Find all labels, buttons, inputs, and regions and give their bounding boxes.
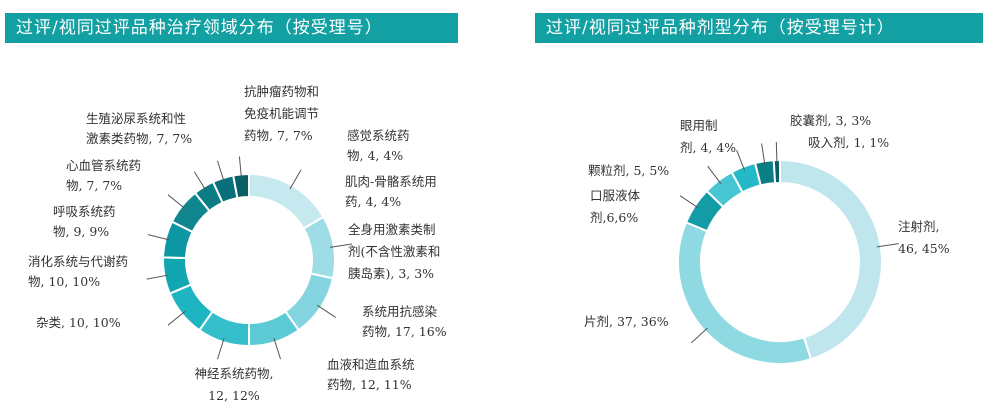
dosage-data-label-1: 片剂, 37, 36% xyxy=(584,314,669,329)
dosage-leader-line-3 xyxy=(707,165,722,185)
therapy-data-label-10: 肌肉-骨骼系统用药, 4, 4% xyxy=(345,174,437,209)
therapy-data-label-9: 感觉系统药物, 4, 4% xyxy=(347,128,410,163)
therapy-leader-line-5 xyxy=(167,311,186,326)
dosage-data-label-3: 颗粒剂, 5, 5% xyxy=(588,163,669,178)
therapy-leader-line-3 xyxy=(273,337,282,360)
therapy-leader-line-4 xyxy=(216,337,225,360)
therapy-data-label-4: 消化系统与代谢药物, 10, 10% xyxy=(28,254,128,289)
therapy-data-label-8: 抗肿瘤药物和免疫机能调节药物, 7, 7% xyxy=(244,84,319,143)
therapy-leader-line-0 xyxy=(289,169,302,190)
dosage-slice-0 xyxy=(779,158,883,361)
dosage-data-label-5: 胶囊剂, 3, 3% xyxy=(790,113,871,128)
dosage-slice-1 xyxy=(677,220,813,365)
therapeutic-area-panel: 过评/视同过评品种治疗领域分布（按受理号） xyxy=(0,0,470,419)
dosage-leader-line-5 xyxy=(761,143,766,166)
dosage-form-panel: 过评/视同过评品种剂型分布（按受理号计） xyxy=(535,0,983,419)
therapy-leader-line-10 xyxy=(216,160,225,183)
therapy-data-label-3: 杂类, 10, 10% xyxy=(36,315,121,330)
therapy-leader-line-11 xyxy=(238,156,242,179)
therapy-data-label-1: 血液和造血系统药物, 12, 11% xyxy=(327,357,415,392)
therapy-leader-line-1 xyxy=(329,243,352,248)
dosage-leader-line-2 xyxy=(679,195,699,209)
therapy-data-label-11: 全身用激素类制剂(不含性激素和胰岛素), 3, 3% xyxy=(348,222,440,281)
dosage-leader-line-6 xyxy=(775,142,778,165)
dosage-leader-line-4 xyxy=(736,149,746,171)
therapy-leader-line-6 xyxy=(146,274,169,280)
therapy-leader-line-7 xyxy=(148,234,170,241)
therapy-leader-line-2 xyxy=(317,304,336,318)
dosage-slice-6 xyxy=(772,158,781,185)
dosage-data-label-2: 口服液体剂,6,6% xyxy=(590,188,641,225)
therapy-data-label-6: 心血管系统药物, 7, 7% xyxy=(66,158,141,193)
dosage-form-chart-title: 过评/视同过评品种剂型分布（按受理号计） xyxy=(535,13,983,43)
therapy-leader-line-8 xyxy=(167,194,186,209)
therapy-data-label-2: 神经系统药物, 12, 12% xyxy=(195,366,274,403)
therapeutic-area-chart-title: 过评/视同过评品种治疗领域分布（按受理号） xyxy=(5,13,458,43)
dosage-data-label-6: 吸入剂, 1, 1% xyxy=(808,135,889,150)
therapy-data-label-7: 生殖泌尿系统和性激素类药物, 7, 7% xyxy=(86,111,192,146)
therapy-slice-11 xyxy=(232,172,250,200)
therapy-data-label-0: 系统用抗感染药物, 17, 16% xyxy=(362,304,447,339)
dosage-leader-line-0 xyxy=(876,243,899,248)
therapy-slice-0 xyxy=(248,172,325,230)
therapy-data-label-5: 呼吸系统药物, 9, 9% xyxy=(53,204,116,239)
dosage-leader-line-1 xyxy=(690,327,708,344)
dosage-data-label-0: 注射剂, 46, 45% xyxy=(898,219,950,256)
dosage-data-label-4: 眼用制剂, 4, 4% xyxy=(680,118,736,155)
therapy-leader-line-9 xyxy=(193,171,207,191)
